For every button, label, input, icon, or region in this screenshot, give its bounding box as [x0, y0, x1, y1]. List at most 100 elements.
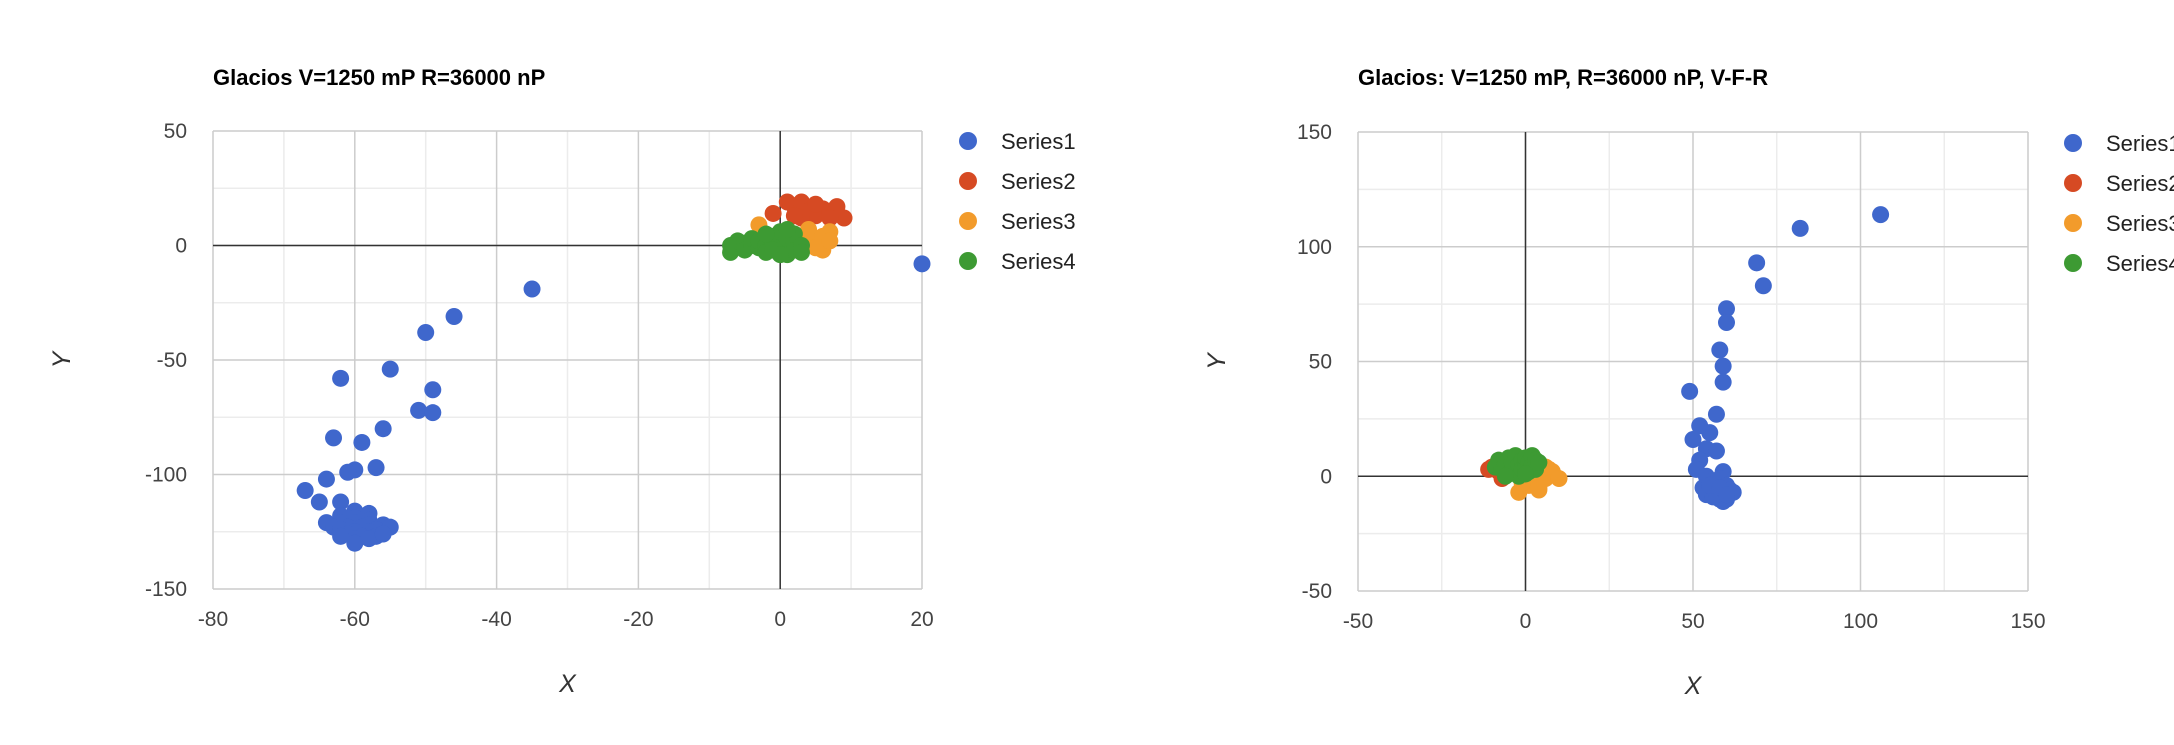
- data-point: [1791, 219, 1809, 237]
- data-point: [1701, 424, 1719, 442]
- data-point: [332, 369, 350, 387]
- legend-marker: [959, 212, 977, 230]
- data-point: [374, 525, 392, 543]
- legend-marker: [959, 172, 977, 190]
- legend-label: Series1: [2106, 131, 2174, 156]
- data-point: [523, 280, 541, 298]
- series-4-points: [1486, 447, 1548, 485]
- x-axis-label: X: [558, 670, 577, 698]
- data-point: [296, 482, 314, 500]
- legend-marker: [959, 252, 977, 270]
- y-tick-label: 150: [1297, 121, 1332, 144]
- y-tick-label: 50: [1309, 351, 1332, 374]
- chart-title: Glacios V=1250 mP R=36000 nP: [213, 65, 545, 90]
- left-chart: Glacios V=1250 mP R=36000 nP -80 -60 -40 -20…: [0, 0, 1090, 740]
- data-point: [1718, 486, 1735, 504]
- legend-label: Series3: [1001, 209, 1076, 234]
- data-point: [800, 220, 818, 238]
- y-tick-label: -100: [145, 464, 187, 487]
- data-point: [1754, 277, 1772, 295]
- data-point: [1684, 431, 1702, 449]
- y-tick-label: 0: [175, 235, 187, 258]
- data-point: [1872, 206, 1890, 224]
- data-point: [374, 420, 392, 438]
- right-chart: Glacios: V=1250 mP, R=36000 nP, V-F-R -50…: [1090, 0, 2174, 740]
- legend-label: Series4: [1001, 249, 1076, 274]
- data-point: [1530, 453, 1548, 471]
- series-2-points: [764, 193, 853, 227]
- data-point: [821, 232, 839, 250]
- x-tick-label: 0: [1520, 610, 1532, 633]
- data-point: [1711, 341, 1729, 359]
- data-point: [764, 204, 782, 222]
- data-point: [835, 209, 853, 227]
- data-point: [360, 530, 378, 548]
- data-point: [317, 470, 335, 488]
- data-point: [1714, 357, 1732, 375]
- y-tick-label: 0: [1320, 465, 1332, 488]
- data-point: [1748, 254, 1766, 272]
- y-axis-label: Y: [48, 349, 76, 368]
- x-tick-label: -50: [1343, 610, 1373, 633]
- data-point: [1714, 373, 1732, 391]
- data-point: [913, 255, 931, 273]
- y-axis-label: Y: [1203, 351, 1231, 370]
- legend-marker: [2064, 214, 2082, 232]
- data-point: [353, 433, 371, 451]
- data-point: [325, 429, 343, 447]
- data-point: [1718, 313, 1735, 331]
- legend: Series1 Series2 Series3 Series4: [2064, 131, 2174, 276]
- x-tick-label: 20: [910, 608, 933, 631]
- data-point: [1681, 382, 1699, 400]
- y-tick-label: -50: [157, 349, 187, 372]
- y-tick-label: 100: [1297, 236, 1332, 259]
- y-tick-label: 50: [164, 120, 187, 143]
- data-point: [339, 463, 357, 481]
- series-1-points: [296, 255, 931, 552]
- data-point: [1707, 405, 1725, 423]
- x-tick-label: -80: [198, 608, 228, 631]
- data-point: [310, 493, 328, 511]
- data-point: [417, 324, 435, 342]
- data-point: [1517, 465, 1534, 483]
- data-point: [1530, 479, 1548, 497]
- legend-marker: [959, 132, 977, 150]
- data-point: [445, 307, 463, 325]
- data-point: [346, 534, 364, 552]
- legend-label: Series3: [2106, 211, 2174, 236]
- data-point: [807, 195, 825, 213]
- legend-marker: [2064, 254, 2082, 272]
- x-axis-label: X: [1684, 672, 1703, 700]
- x-tick-label: -60: [340, 608, 370, 631]
- x-tick-label: 150: [2010, 610, 2045, 633]
- data-point: [785, 207, 803, 225]
- data-point: [1707, 442, 1725, 460]
- y-tick-label: -50: [1302, 580, 1332, 603]
- data-point: [332, 493, 350, 511]
- legend-label: Series4: [2106, 251, 2174, 276]
- y-tick-label: -150: [145, 578, 187, 601]
- data-point: [778, 220, 796, 238]
- left-chart-svg: Glacios V=1250 mP R=36000 nP -80 -60 -40 -20…: [48, 65, 1076, 698]
- data-point: [381, 360, 399, 378]
- legend-label: Series2: [2106, 171, 2174, 196]
- chart-title: Glacios: V=1250 mP, R=36000 nP, V-F-R: [1358, 65, 1768, 90]
- legend: Series1 Series2 Series3 Series4: [959, 129, 1076, 274]
- data-point: [332, 527, 350, 545]
- data-point: [792, 243, 810, 261]
- x-tick-label: 100: [1843, 610, 1878, 633]
- data-point: [424, 404, 442, 422]
- series-4-points: [722, 220, 810, 264]
- data-point: [757, 225, 775, 243]
- data-point: [367, 459, 385, 477]
- legend-marker: [2064, 134, 2082, 152]
- data-point: [1496, 467, 1514, 485]
- legend-marker: [2064, 174, 2082, 192]
- gridlines: [1357, 131, 2029, 592]
- x-tick-label: 50: [1681, 610, 1704, 633]
- data-point: [424, 381, 442, 399]
- x-tick-label: 0: [774, 608, 786, 631]
- right-chart-svg: Glacios: V=1250 mP, R=36000 nP, V-F-R -50…: [1203, 65, 2174, 700]
- x-tick-label: -40: [481, 608, 511, 631]
- legend-label: Series1: [1001, 129, 1076, 154]
